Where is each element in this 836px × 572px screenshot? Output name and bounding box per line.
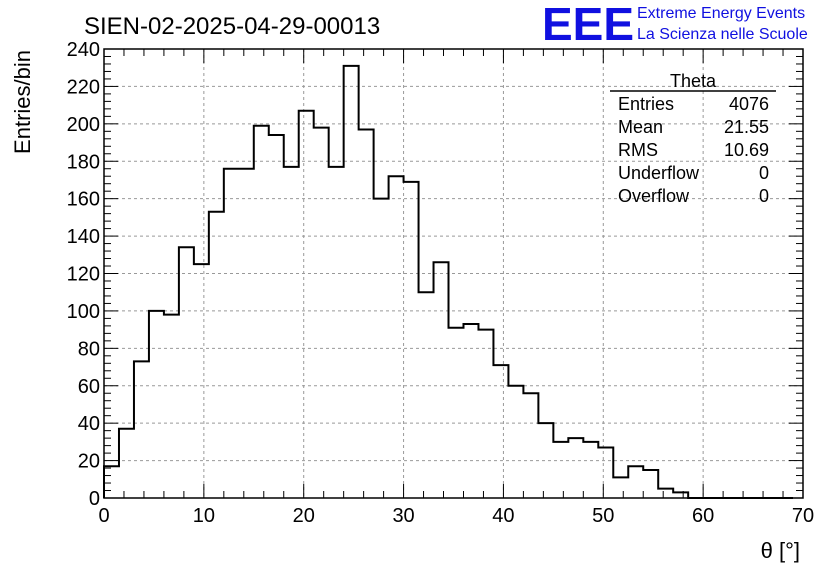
logo-line-2: La Scienza nelle Scuole — [637, 26, 808, 43]
stats-label: RMS — [618, 140, 658, 160]
histogram-bar — [254, 126, 269, 498]
stats-value: 0 — [759, 186, 769, 206]
histogram-bar — [658, 489, 673, 498]
eee-logo: EEE Extreme Energy Events La Scienza nel… — [542, 0, 808, 50]
y-tick-label: 100 — [67, 301, 100, 323]
histogram-bar — [134, 361, 149, 498]
histogram-bar — [299, 111, 314, 498]
stats-value: 4076 — [729, 94, 769, 114]
histogram-bar — [628, 466, 643, 498]
histogram-bar — [239, 169, 254, 498]
histogram-bar — [449, 328, 464, 498]
histogram-bar — [104, 466, 119, 498]
histogram-bar — [149, 311, 164, 498]
histogram-bar — [344, 66, 359, 498]
stats-value: 0 — [759, 163, 769, 183]
stats-title: Theta — [670, 71, 717, 91]
histogram-bar — [314, 128, 329, 498]
x-tick-label: 10 — [193, 505, 215, 527]
stats-box: Theta Entries 4076 Mean 21.55 RMS 10.69 Underf… — [610, 71, 776, 206]
histogram-bar — [269, 135, 284, 498]
x-tick-label: 50 — [592, 505, 614, 527]
logo-mark: EEE — [542, 0, 634, 50]
y-tick-label: 120 — [67, 264, 100, 286]
y-tick-label: 180 — [67, 151, 100, 173]
histogram-bar — [508, 386, 523, 498]
grid-lines — [104, 49, 803, 498]
y-tick-label: 240 — [67, 39, 100, 61]
y-tick-label: 20 — [78, 451, 100, 473]
histogram-bar — [194, 264, 209, 498]
stats-value: 10.69 — [724, 140, 769, 160]
histogram-bins — [104, 66, 688, 498]
x-tick-label: 0 — [98, 505, 109, 527]
x-tick-label: 40 — [492, 505, 514, 527]
logo-line-1: Extreme Energy Events — [637, 5, 805, 22]
y-tick-label: 40 — [78, 413, 100, 435]
histogram-bar — [583, 442, 598, 498]
x-tick-label: 20 — [293, 505, 315, 527]
histogram-bar — [463, 324, 478, 498]
x-axis-label: θ [°] — [761, 538, 800, 563]
histogram-bar — [553, 442, 568, 498]
stats-value: 21.55 — [724, 117, 769, 137]
histogram-bar — [404, 182, 419, 498]
x-tick-label: 60 — [692, 505, 714, 527]
histogram-bar — [119, 429, 134, 498]
stats-label: Entries — [618, 94, 674, 114]
histogram-bar — [419, 292, 434, 498]
histogram-outline — [103, 64, 794, 499]
stats-label: Underflow — [618, 163, 700, 183]
histogram-bar — [389, 176, 404, 498]
histogram-bar — [284, 167, 299, 498]
y-tick-label: 200 — [67, 114, 100, 136]
histogram-bar — [329, 167, 344, 498]
y-axis-label: Entries/bin — [10, 50, 35, 154]
stats-label: Overflow — [618, 186, 690, 206]
histogram-bar — [643, 470, 658, 498]
histogram-bar — [164, 315, 179, 498]
x-tick-label: 70 — [792, 505, 814, 527]
stats-label: Mean — [618, 117, 663, 137]
y-tick-label: 80 — [78, 338, 100, 360]
y-tick-label: 220 — [67, 76, 100, 98]
x-tick-labels: 0 10 20 30 40 50 60 70 — [98, 505, 814, 527]
histogram-bar — [538, 423, 553, 498]
chart-title: SIEN-02-2025-04-29-00013 — [84, 13, 380, 40]
histogram-bar — [209, 212, 224, 498]
y-tick-labels: 0 20 40 60 80 100 120 140 160 180 200 220 240 — [67, 39, 100, 510]
y-tick-label: 0 — [89, 488, 100, 510]
y-tick-label: 60 — [78, 376, 100, 398]
y-tick-label: 140 — [67, 226, 100, 248]
x-tick-label: 30 — [392, 505, 414, 527]
histogram-bar — [478, 330, 493, 498]
y-tick-label: 160 — [67, 189, 100, 211]
stats-rows: Entries 4076 Mean 21.55 RMS 10.69 Underflow 0 Ov… — [618, 94, 769, 206]
histogram-bar — [434, 262, 449, 498]
histogram-bar — [568, 438, 583, 498]
histogram-bar — [598, 447, 613, 498]
histogram-bar — [224, 169, 239, 498]
histogram-bar — [523, 393, 538, 498]
histogram-bar — [493, 365, 508, 498]
histogram-bar — [179, 247, 194, 498]
axis-ticks — [103, 48, 804, 499]
histogram-bar — [359, 129, 374, 498]
histogram-bar — [613, 477, 628, 498]
